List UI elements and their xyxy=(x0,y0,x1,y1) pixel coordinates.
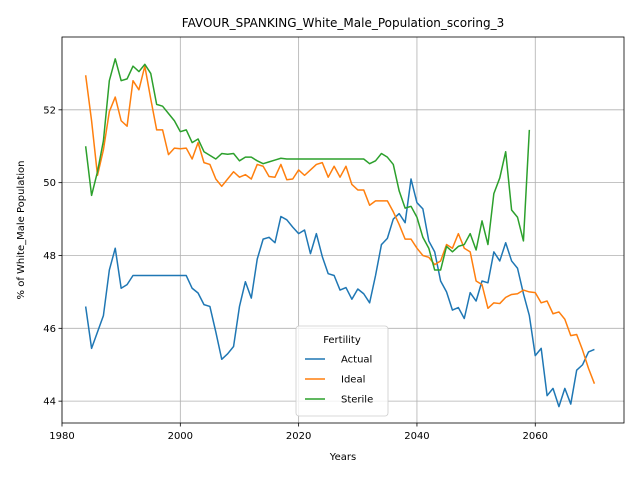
series-line-sterile xyxy=(84,58,531,271)
series-lines xyxy=(84,58,596,408)
legend-label-actual: Actual xyxy=(341,355,372,366)
y-tick-label: 46 xyxy=(43,324,56,335)
y-tick-label: 44 xyxy=(43,397,56,408)
legend-label-ideal: Ideal xyxy=(341,375,365,386)
y-axis: 44 46 48 50 52 xyxy=(43,105,62,408)
x-tick-label: 2040 xyxy=(404,431,429,442)
y-tick-label: 52 xyxy=(43,105,56,116)
x-axis-label: Years xyxy=(329,452,356,463)
x-tick-label: 2000 xyxy=(168,431,193,442)
series-line-actual xyxy=(84,178,595,408)
legend-label-sterile: Sterile xyxy=(341,395,373,406)
x-tick-label: 1980 xyxy=(49,431,74,442)
legend-box xyxy=(295,325,389,417)
x-tick-label: 2060 xyxy=(523,431,548,442)
chart-title: FAVOUR_SPANKING_White_Male_Population_sc… xyxy=(182,16,504,30)
y-tick-label: 50 xyxy=(43,178,56,189)
plot-frame xyxy=(61,36,625,424)
x-tick-label: 2020 xyxy=(286,431,311,442)
y-tick-label: 48 xyxy=(43,251,56,262)
legend-items: Actual Ideal Sterile xyxy=(305,355,373,406)
legend-title: Fertility xyxy=(323,335,361,346)
x-axis: 1980 2000 2020 2040 2060 xyxy=(49,423,548,442)
series-line-ideal xyxy=(84,65,596,384)
legend: Fertility Actual Ideal Sterile xyxy=(295,325,389,417)
y-axis-label: % of White_Male Population xyxy=(16,161,27,300)
